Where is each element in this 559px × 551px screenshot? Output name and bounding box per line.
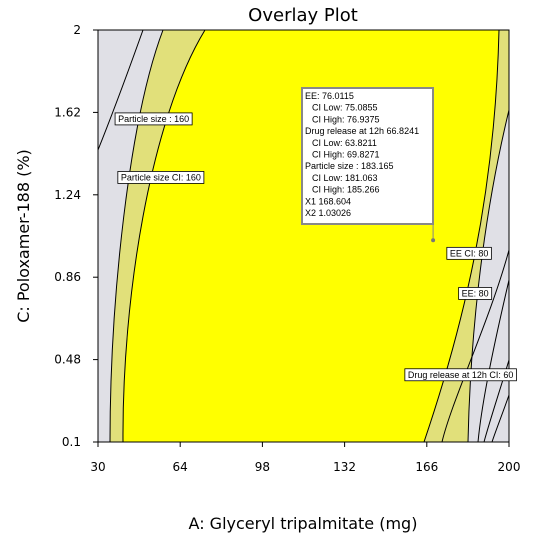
x-tick-label: 200 — [498, 460, 521, 474]
particle-size-ci-band — [110, 30, 205, 442]
flag-box — [446, 246, 492, 260]
x-tick-label: 132 — [333, 460, 356, 474]
tooltip-line: X2 1.03026 — [305, 208, 351, 218]
flag-box — [117, 171, 205, 184]
flag-box — [114, 112, 193, 126]
y-tick-label: 0.1 — [62, 435, 81, 449]
contour-line — [98, 30, 144, 151]
y-tick-label: 0.86 — [54, 270, 81, 284]
x-tick-label: 64 — [173, 460, 188, 474]
flag-ee-ci: EE CI: 80 — [446, 246, 492, 260]
contour-line — [441, 249, 509, 442]
y-tick-label: 0.48 — [54, 353, 81, 367]
flag-particle-size: Particle size : 160 — [114, 112, 193, 126]
x-tick-label: 166 — [415, 460, 438, 474]
flag-box — [404, 368, 517, 382]
tooltip-line: Drug release at 12h 66.8241 — [305, 126, 419, 136]
tooltip-line: EE: 76.0115 — [305, 91, 354, 101]
contour-line — [467, 109, 509, 442]
flag-particle-size-ci: Particle size CI: 160 — [117, 171, 205, 184]
tooltip-line: CI Low: 75.0855 — [312, 103, 378, 113]
flag-box — [458, 287, 493, 300]
x-tick-label: 30 — [90, 460, 105, 474]
y-tick-label: 1.24 — [54, 188, 81, 202]
y-axis-label: C: Poloxamer-188 (%) — [14, 149, 33, 323]
tooltip-line: X1 168.604 — [305, 196, 351, 206]
contour-line — [122, 30, 206, 442]
tooltip-line: CI High: 76.9375 — [312, 114, 380, 124]
tooltip-line: CI High: 69.8271 — [312, 150, 380, 160]
flag-label: Particle size : 160 — [118, 114, 189, 124]
contour-line — [491, 394, 509, 442]
contour-line — [477, 279, 509, 442]
flag-ee: EE: 80 — [458, 287, 493, 300]
tooltip-line: Particle size : 183.165 — [305, 161, 394, 171]
x-axis-label: A: Glyceryl tripalmitate (mg) — [189, 514, 418, 533]
flag-label: Drug release at 12h CI: 60 — [408, 370, 514, 380]
design-point[interactable] — [431, 238, 436, 243]
drug-release-ci-band — [424, 30, 509, 442]
tooltip-line: CI High: 185.266 — [312, 185, 380, 195]
tooltip-line: CI Low: 63.8211 — [312, 138, 377, 148]
x-axis: 30 64 98 132 166 200 — [90, 442, 520, 474]
y-axis: 0.1 0.48 0.86 1.24 1.62 2 — [54, 23, 98, 449]
flag-drug-release-ci: Drug release at 12h CI: 60 — [404, 368, 517, 382]
plot-frame — [97, 29, 510, 443]
contour-flags: Particle size : 160 Particle size CI: 160… — [114, 112, 517, 382]
flag-label: EE CI: 80 — [450, 248, 489, 258]
y-tick-label: 1.62 — [54, 105, 81, 119]
tooltip-box — [301, 87, 434, 225]
x-tick-label: 98 — [255, 460, 270, 474]
y-tick-label: 2 — [73, 23, 81, 37]
flag-label: EE: 80 — [462, 288, 489, 298]
chart-title: Overlay Plot — [248, 5, 358, 26]
flag-label: Particle size CI: 160 — [121, 172, 201, 182]
contour-line — [109, 30, 164, 442]
tooltip-line: CI Low: 181.063 — [312, 173, 378, 183]
